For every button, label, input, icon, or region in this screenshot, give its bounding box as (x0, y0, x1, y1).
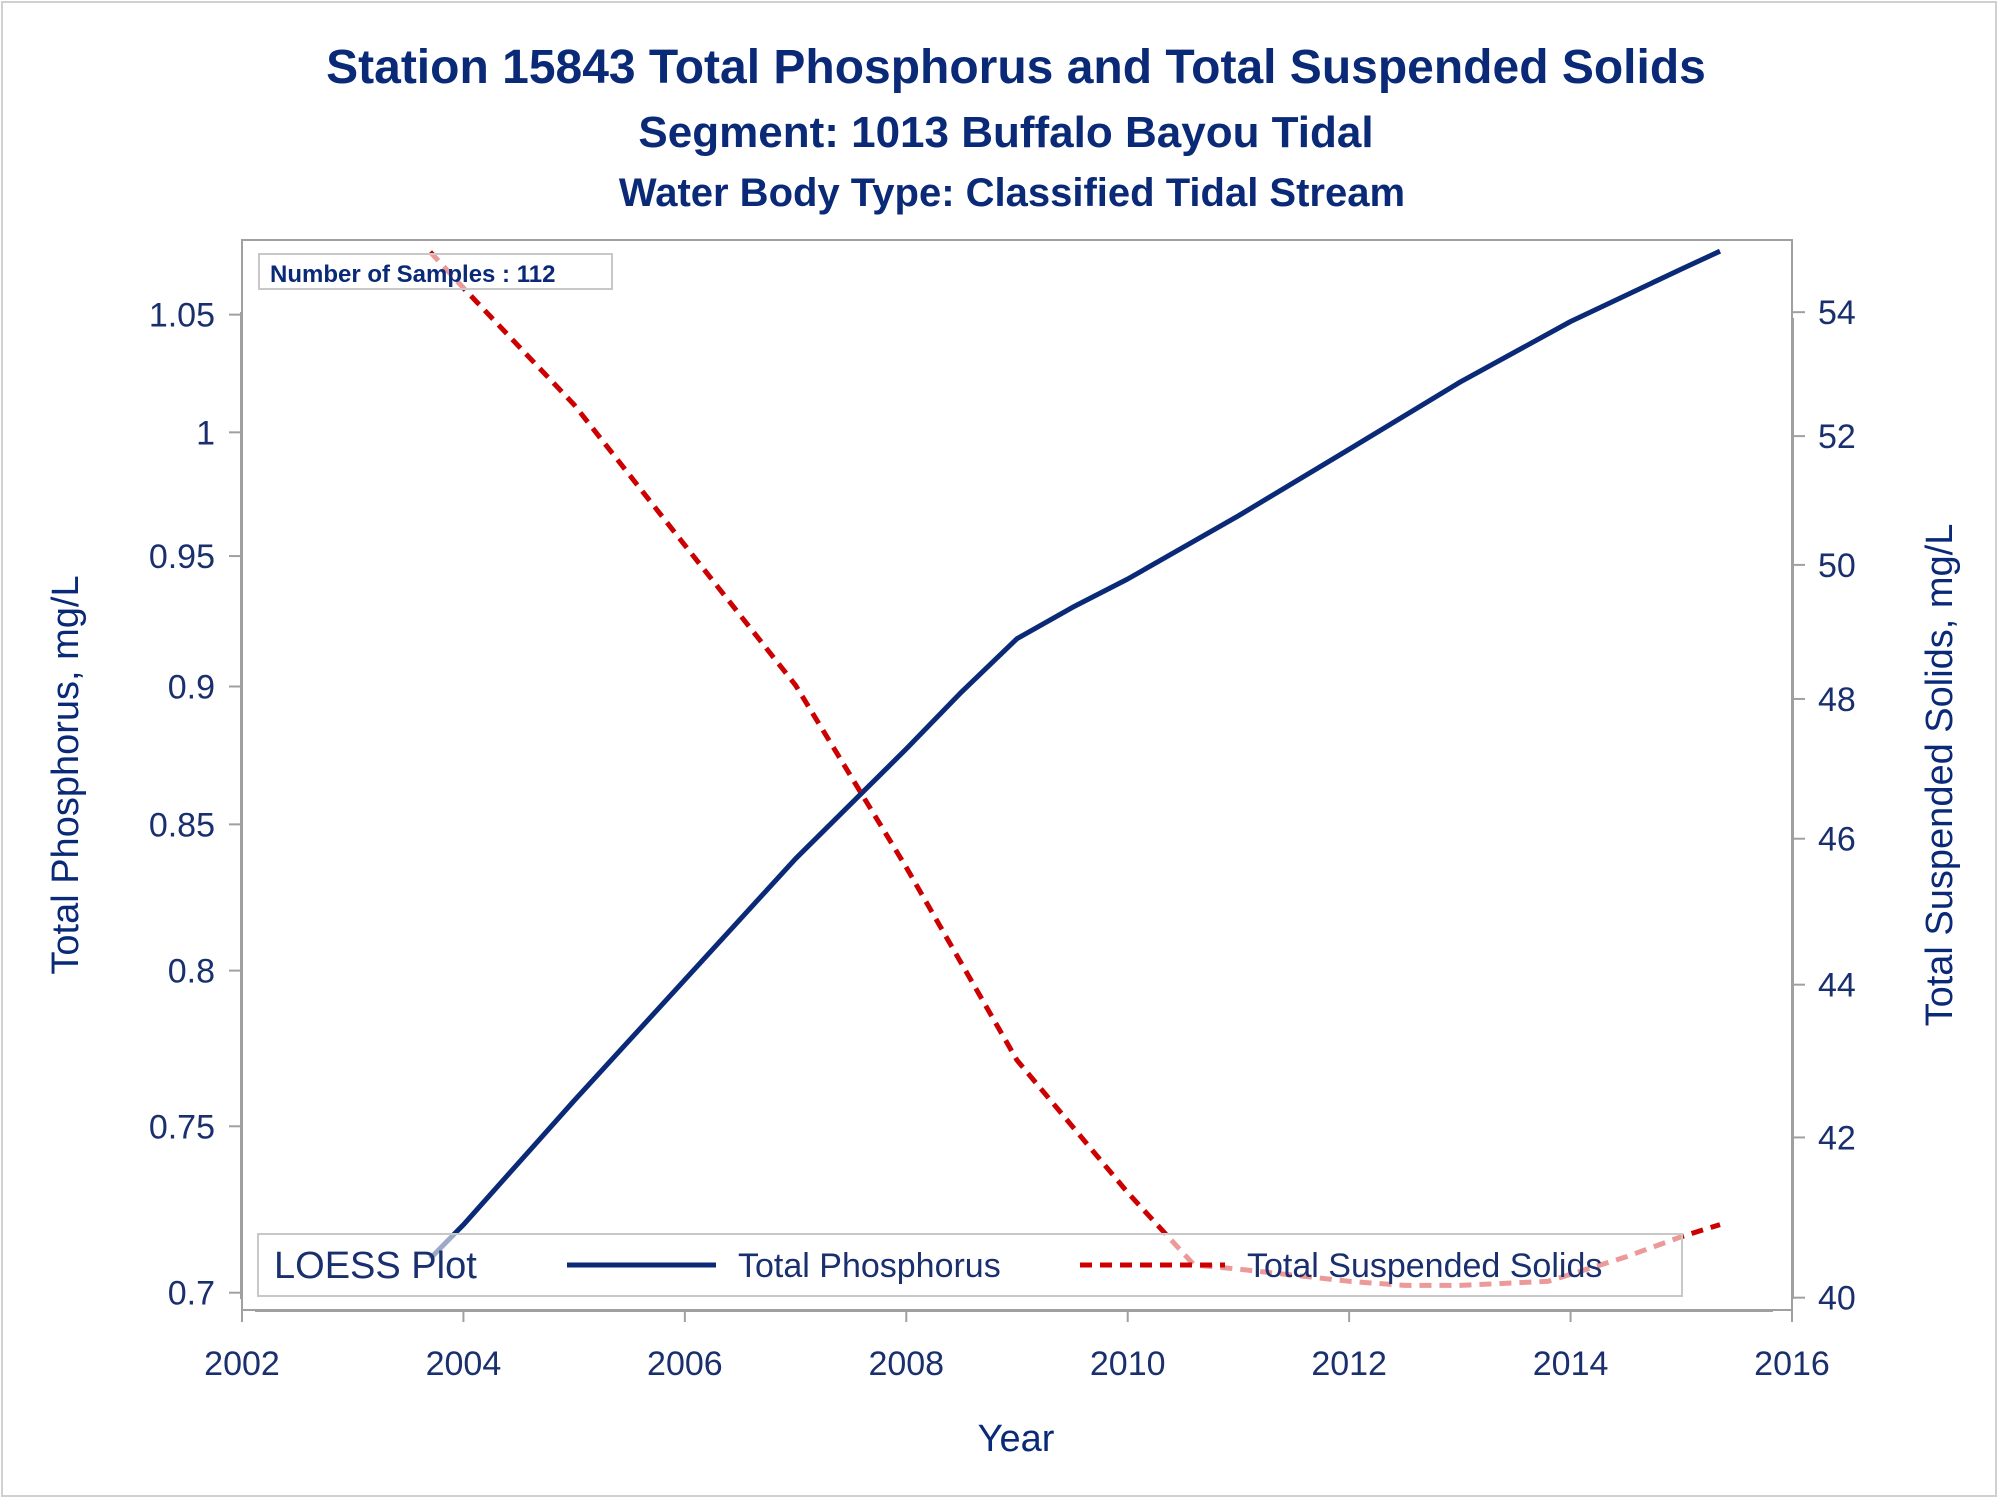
x-tick-label: 2010 (1090, 1345, 1166, 1383)
x-axis-label: Year (978, 1418, 1055, 1460)
y-tick-label: 0.75 (149, 1108, 215, 1146)
y2-tick-label: 48 (1818, 681, 1856, 719)
legend-title: LOESS Plot (274, 1245, 477, 1287)
plot-area (241, 239, 1793, 1311)
series-line-total-suspended-solids (428, 250, 1721, 1288)
legend-box (257, 1233, 1683, 1297)
legend: LOESS Plot Total Phosphorus Total Suspen… (257, 1233, 1683, 1297)
x-tick-label: 2002 (204, 1345, 280, 1383)
y2-tick-label: 54 (1818, 294, 1856, 332)
y-tick-label: 0.85 (149, 806, 215, 844)
y-axis-right: 40 42 44 46 48 50 52 54 (1792, 294, 1856, 1318)
legend-label-tss: Total Suspended Solids (1247, 1247, 1602, 1285)
x-tick-label: 2008 (868, 1345, 944, 1383)
y-axis-label: Total Phosphorus, mg/L (45, 575, 87, 974)
y-tick-label: 0.8 (168, 953, 215, 991)
chart-title: Station 15843 Total Phosphorus and Total… (326, 41, 1706, 94)
sample-count-text: Number of Samples : 112 (270, 261, 555, 288)
chart-subtitle-segment: Segment: 1013 Buffalo Bayou Tidal (638, 108, 1373, 157)
y2-tick-label: 42 (1818, 1119, 1856, 1157)
x-tick-label: 2014 (1533, 1345, 1609, 1383)
y-tick-label: 1 (196, 414, 215, 452)
y2-tick-label: 44 (1818, 967, 1856, 1005)
y2-tick-label: 52 (1818, 418, 1856, 456)
x-tick-label: 2006 (647, 1345, 723, 1383)
y2-tick-label: 46 (1818, 821, 1856, 859)
y-tick-label: 1.05 (149, 297, 215, 335)
series-layer (428, 248, 1722, 1288)
y-tick-label: 0.95 (149, 538, 215, 576)
y2-tick-label: 50 (1818, 547, 1856, 585)
x-axis: 2002 2004 2006 2008 2010 2012 2014 2016 (204, 1310, 1830, 1383)
y2-axis-label: Total Suspended Solids, mg/L (1919, 524, 1961, 1027)
y-tick-label: 0.9 (168, 668, 215, 706)
y-axis-left: 0.7 0.75 0.8 0.85 0.9 0.95 1 1.05 (149, 297, 242, 1313)
y2-tick-label: 40 (1818, 1280, 1856, 1318)
x-tick-label: 2016 (1754, 1345, 1830, 1383)
legend-label-tp: Total Phosphorus (738, 1247, 1001, 1285)
sample-count-inset: Number of Samples : 112 (258, 253, 613, 290)
x-tick-label: 2004 (426, 1345, 502, 1383)
y-tick-label: 0.7 (168, 1275, 215, 1313)
series-line-total-phosphorus (428, 248, 1722, 1261)
x-tick-label: 2012 (1311, 1345, 1387, 1383)
chart-subtitle-waterbody: Water Body Type: Classified Tidal Stream (619, 171, 1405, 215)
